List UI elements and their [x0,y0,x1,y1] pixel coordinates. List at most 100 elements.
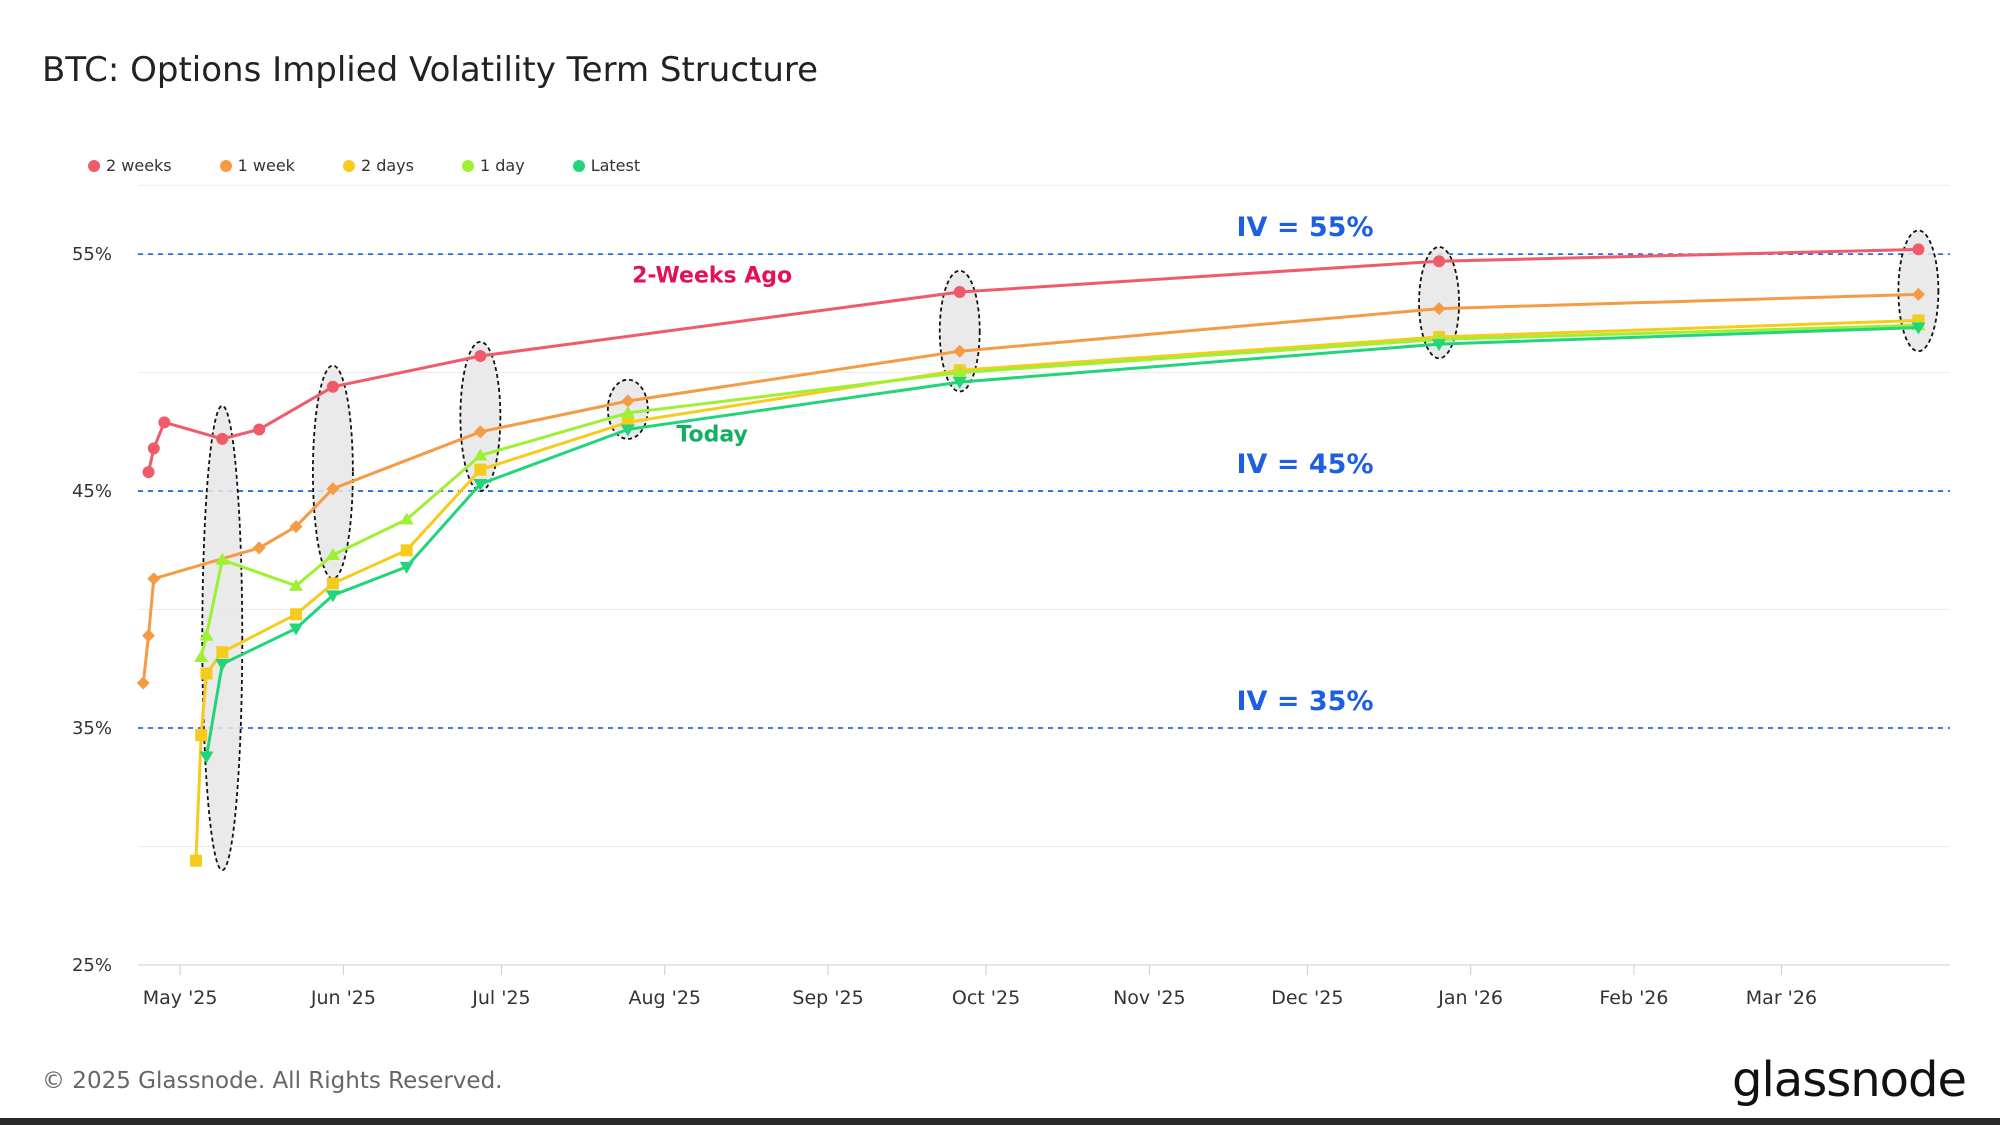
y-tick-label: 25% [72,955,112,976]
x-tick-label: Dec '25 [1271,987,1343,1009]
highlight-ellipses [201,229,1940,872]
series-lines [136,243,1926,867]
data-point[interactable] [474,463,487,476]
data-point[interactable] [189,854,202,867]
data-point[interactable] [474,349,487,362]
x-tick-label: Jul '25 [471,987,530,1009]
x-tick-label: Oct '25 [952,987,1020,1009]
data-point[interactable] [289,520,303,534]
series-1-day [194,318,1926,662]
data-point[interactable] [952,365,967,378]
data-point[interactable] [147,572,161,586]
x-tick-label: Jun '25 [310,987,376,1009]
data-point[interactable] [325,548,340,561]
legend-swatch [88,159,100,172]
legend-item[interactable]: Latest [572,156,640,175]
data-point[interactable] [620,405,635,418]
brand-logo: glassnode [1731,1052,1967,1108]
data-point[interactable] [399,561,414,574]
reference-label: IV = 55% [1237,212,1374,243]
reference-label: IV = 45% [1237,449,1374,480]
data-point[interactable] [325,590,340,603]
data-point[interactable] [1433,255,1446,268]
data-point[interactable] [326,380,339,393]
legend-swatch [461,159,474,172]
annotations: 2-Weeks Ago Today [632,264,792,448]
data-point[interactable] [200,667,213,680]
data-point[interactable] [952,377,967,390]
data-point[interactable] [1911,287,1925,301]
y-tick-label: 55% [72,244,112,265]
data-point[interactable] [194,649,209,662]
legend-item[interactable]: 2 weeks [88,156,172,175]
legend-item[interactable]: 2 days [342,156,414,175]
data-point[interactable] [199,751,214,764]
axes: 25% 35% 45% 55% May '25 Jun '25 Jul '25 Aug '25… [72,244,1950,1009]
data-point[interactable] [400,544,413,557]
data-point[interactable] [252,541,266,555]
series-2-days [189,314,1925,867]
data-point[interactable] [289,578,304,591]
data-point[interactable] [215,552,230,565]
legend-label: 1 day [479,156,525,175]
x-tick-label: Sep '25 [792,987,863,1009]
data-point[interactable] [1912,243,1925,256]
data-point[interactable] [142,629,156,643]
legend-label: 2 days [360,156,414,175]
legend-item[interactable]: 1 week [219,156,295,175]
data-point[interactable] [1911,322,1926,335]
data-point[interactable] [216,646,229,659]
legend-label: 2 weeks [106,156,172,175]
data-point[interactable] [953,344,967,358]
data-point[interactable] [473,448,488,461]
data-point[interactable] [290,608,303,621]
legend: 2 weeks 1 week 2 days 1 day Latest [88,156,688,175]
reference-lines: IV = 55% IV = 45% IV = 35% [138,212,1950,729]
legend-item[interactable]: 1 day [461,156,525,175]
y-tick-label: 35% [72,718,112,739]
data-point[interactable] [620,424,635,437]
series-2-weeks [142,243,1925,479]
data-point[interactable] [147,442,160,455]
data-point[interactable] [195,729,208,742]
x-tick-label: Feb '26 [1599,987,1668,1009]
data-point[interactable] [326,577,339,590]
data-point[interactable] [473,478,488,491]
series-latest [199,322,1926,764]
data-point[interactable] [1432,339,1447,352]
x-tick-label: May '25 [143,987,218,1009]
data-point[interactable] [158,416,171,429]
data-point[interactable] [215,659,230,672]
data-point[interactable] [199,628,214,641]
legend-swatch [342,159,355,172]
annotation-label: Today [676,422,747,447]
data-point[interactable] [953,286,966,299]
copyright-text: © 2025 Glassnode. All Rights Reserved. [42,1068,503,1094]
series-line [205,326,1919,757]
data-point[interactable] [473,425,487,439]
data-point[interactable] [399,512,414,525]
x-tick-label: Nov '25 [1113,987,1186,1009]
data-point[interactable] [326,482,340,496]
highlight-ellipse [938,269,981,393]
legend-swatch [572,159,585,172]
data-point[interactable] [216,432,229,445]
data-point[interactable] [136,676,150,690]
highlight-ellipse [311,364,354,580]
series-1-week [136,287,1925,690]
data-point[interactable] [1432,302,1446,316]
data-point[interactable] [142,466,155,479]
series-line [194,318,1919,861]
chart-title: BTC: Options Implied Volatility Term Str… [42,50,819,90]
chart: 25% 35% 45% 55% May '25 Jun '25 Jul '25 Aug '25… [72,184,1950,1009]
data-point[interactable] [253,423,266,436]
data-point[interactable] [621,394,635,408]
series-line [147,247,1919,473]
reference-label: IV = 35% [1237,686,1374,717]
x-tick-label: Jan '26 [1437,987,1503,1009]
y-tick-label: 45% [72,481,112,502]
x-tick-label: Mar '26 [1746,987,1817,1009]
legend-label: 1 week [237,156,295,175]
x-tick-label: Aug '25 [628,987,701,1009]
data-point[interactable] [289,623,304,636]
